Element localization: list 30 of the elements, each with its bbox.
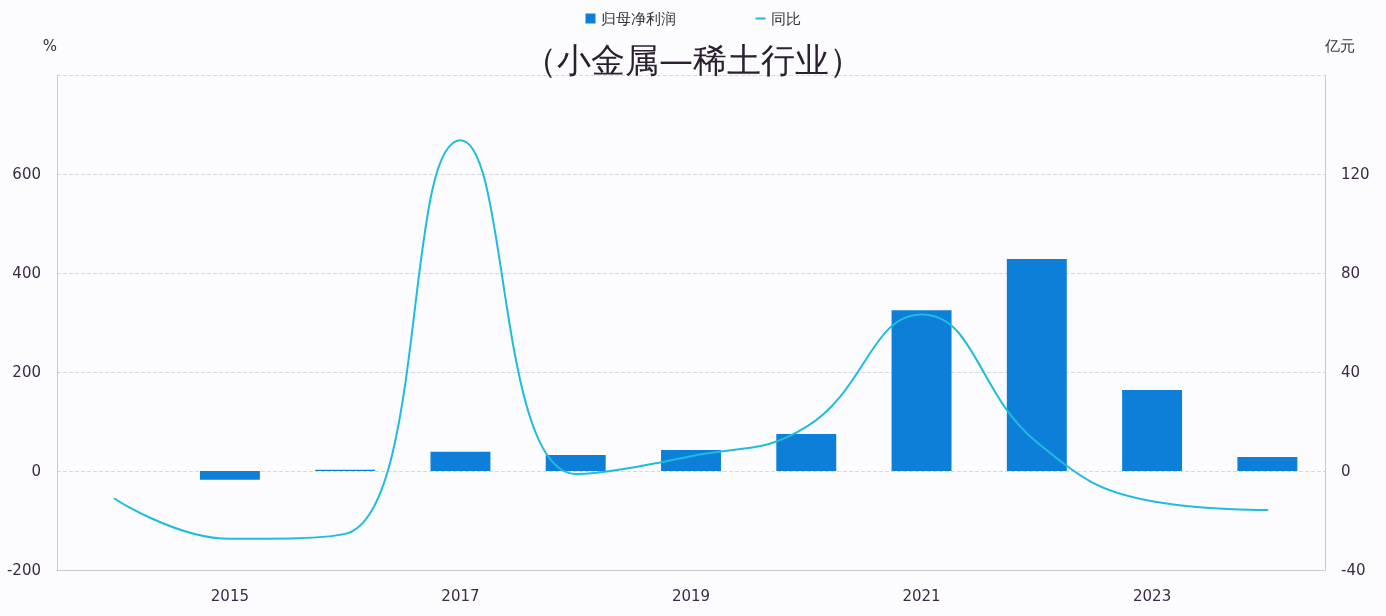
legend-label: 归母净利润 xyxy=(600,9,676,28)
legend-label: 同比 xyxy=(770,9,801,28)
x-tick-label: 2021 xyxy=(902,586,941,605)
x-tick-label: 2017 xyxy=(441,586,480,605)
bar xyxy=(199,471,260,480)
bar xyxy=(545,454,606,471)
bar xyxy=(891,310,952,471)
x-tick-label: 2019 xyxy=(671,586,711,605)
y-tick-label: 0 xyxy=(31,462,41,480)
y-tick-label: -200 xyxy=(6,561,41,579)
y-tick-label: 400 xyxy=(12,264,41,282)
bar xyxy=(430,451,491,471)
x-tick-label: 2015 xyxy=(210,586,249,605)
bar xyxy=(776,433,837,471)
bar xyxy=(661,449,721,471)
y-tick-label: 600 xyxy=(12,165,41,183)
chart-title: （小金属—稀土行业） xyxy=(523,40,863,80)
y-axis-title: % xyxy=(42,36,57,55)
y2-tick-label: -40 xyxy=(1341,561,1366,579)
y2-tick-label: 120 xyxy=(1341,165,1370,183)
bar xyxy=(1006,258,1067,471)
y2-axis-title: 亿元 xyxy=(1324,36,1355,55)
line-series xyxy=(113,139,1269,540)
bar xyxy=(1237,456,1298,471)
bar xyxy=(1122,390,1183,471)
x-tick-label: 2023 xyxy=(1133,586,1172,605)
y2-tick-label: 80 xyxy=(1341,264,1361,282)
y2-tick-label: 40 xyxy=(1341,363,1361,381)
y-tick-label: 200 xyxy=(12,363,41,381)
y2-tick-label: 0 xyxy=(1341,462,1351,480)
